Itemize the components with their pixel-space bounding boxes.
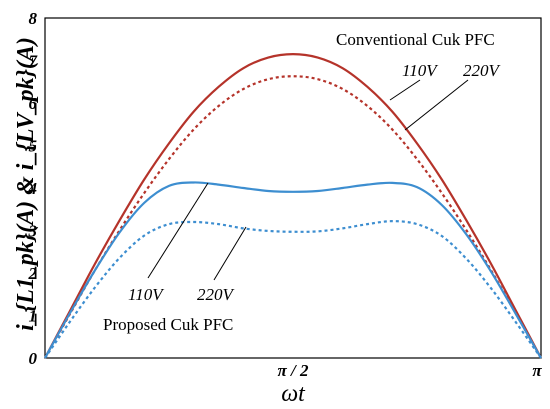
- prop-110v-label: 110V: [128, 285, 165, 304]
- conv-220v-leader: [404, 79, 469, 131]
- y-tick-label: 6: [29, 94, 38, 113]
- y-tick-label: 8: [29, 9, 38, 28]
- y-tick-label: 4: [28, 179, 38, 198]
- conv-220v-label: 220V: [463, 61, 502, 80]
- x-tick-label: π: [532, 361, 542, 380]
- prop-110v-leader: [147, 182, 209, 279]
- conv-110v-label: 110V: [402, 61, 439, 80]
- conv-110v-leader: [389, 79, 421, 101]
- x-tick-label: π / 2: [277, 361, 309, 380]
- y-tick-label: 0: [29, 349, 38, 368]
- proposed-group-label: Proposed Cuk PFC: [103, 315, 233, 334]
- conventional-group-label: Conventional Cuk PFC: [336, 30, 495, 49]
- y-tick-label: 2: [28, 264, 38, 283]
- series-line-3: [44, 220, 542, 359]
- prop-220v-leader: [213, 226, 247, 281]
- y-tick-label: 3: [28, 222, 38, 241]
- series-line-2: [44, 181, 542, 359]
- x-axis-title: ωt: [281, 381, 306, 407]
- series-line-0: [44, 53, 542, 359]
- tick-labels: 0 1 2 3 4 5 6 7 8 π / 2 π: [28, 9, 543, 380]
- axes: [44, 17, 542, 359]
- series-group: [44, 53, 542, 359]
- y-tick-label: 5: [29, 137, 38, 156]
- y-tick-label: 7: [29, 52, 39, 71]
- plot-frame: [44, 17, 542, 359]
- y-axis-title: i_{L1_pk}(A) & i_{LV_pk}(A): [13, 37, 39, 331]
- y-tick-label: 1: [29, 307, 38, 326]
- prop-220v-label: 220V: [197, 285, 236, 304]
